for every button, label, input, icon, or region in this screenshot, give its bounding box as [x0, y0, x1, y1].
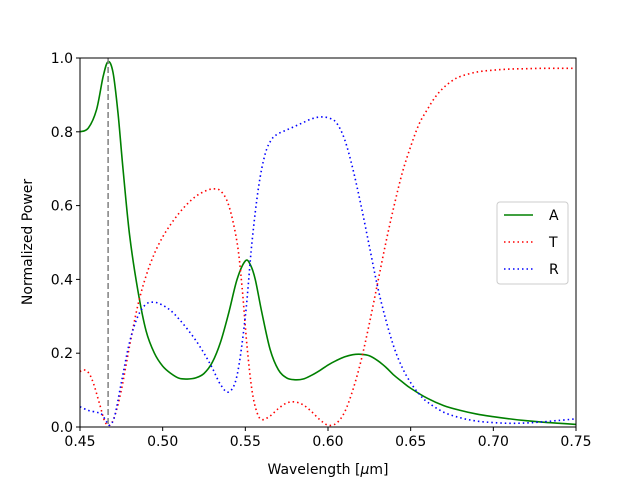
x-tick-label: 0.75: [560, 434, 591, 450]
legend-box: [496, 201, 569, 285]
series-layer: [80, 60, 576, 427]
y-tick-label: 0.0: [51, 420, 73, 436]
y-tick-label: 1.0: [51, 51, 73, 67]
legend-label-A: A: [549, 208, 559, 224]
legend-label-T: T: [548, 235, 558, 251]
y-tick-label: 0.2: [51, 346, 73, 362]
y-tick-label: 0.4: [51, 272, 73, 288]
x-tick-label: 0.60: [312, 434, 343, 450]
x-tick-label: 0.50: [147, 434, 178, 450]
y-axis-title: Normalized Power: [20, 179, 36, 305]
x-tick-label: 0.65: [395, 434, 426, 450]
x-axis-title: Wavelength [μm]: [268, 462, 389, 478]
series-line-T: [80, 67, 576, 427]
y-tick-label: 0.6: [51, 199, 73, 215]
y-axis-ticks: 0.0 0.2 0.4 0.6 0.8 1.0: [51, 51, 80, 436]
legend-items: ATR: [504, 208, 559, 278]
series-line-A: [80, 60, 576, 426]
legend: ATR: [496, 201, 569, 285]
x-axis-ticks: 0.45 0.50 0.55 0.60 0.65 0.70 0.75: [64, 427, 592, 450]
legend-label-R: R: [549, 262, 559, 278]
x-tick-label: 0.45: [64, 434, 95, 450]
x-tick-label: 0.70: [478, 434, 509, 450]
x-tick-label: 0.55: [230, 434, 261, 450]
y-tick-label: 0.8: [51, 125, 73, 141]
